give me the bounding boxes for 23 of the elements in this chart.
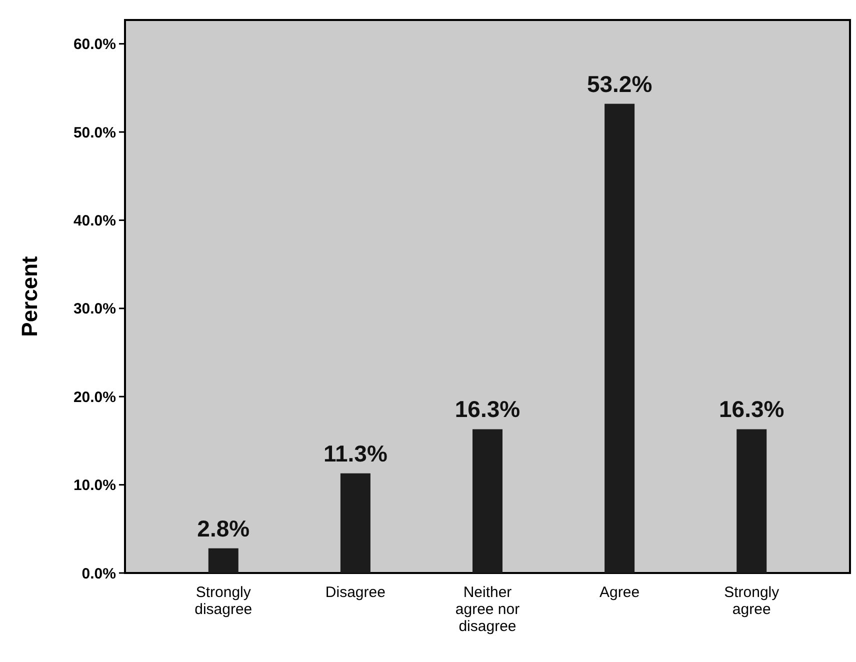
data-label: 11.3% — [323, 440, 388, 466]
data-label: 16.3% — [454, 396, 520, 422]
y-tick-label: 60.0% — [73, 36, 116, 54]
bar — [736, 429, 767, 573]
bar — [208, 548, 238, 573]
x-tick-label: Neither agree nor disagree — [455, 584, 520, 635]
bar — [604, 104, 635, 573]
bar — [472, 429, 502, 573]
y-tick-label: 10.0% — [73, 477, 116, 494]
y-tick-label: 30.0% — [73, 300, 116, 318]
bar — [340, 473, 370, 573]
y-axis-title: Percent — [17, 255, 42, 337]
y-tick-label: 50.0% — [73, 124, 116, 142]
x-tick-label: Disagree — [325, 584, 386, 601]
x-tick-label: Strongly disagree — [194, 584, 252, 618]
data-label: 2.8% — [197, 515, 250, 542]
y-tick-label: 40.0% — [73, 212, 116, 230]
x-tick-label: Agree — [600, 584, 640, 601]
x-tick-label: Strongly agree — [724, 584, 780, 618]
data-label: 16.3% — [719, 396, 784, 422]
y-tick-label: 0.0% — [82, 565, 116, 582]
data-label: 53.2% — [586, 70, 652, 97]
y-tick-label: 20.0% — [73, 388, 116, 406]
